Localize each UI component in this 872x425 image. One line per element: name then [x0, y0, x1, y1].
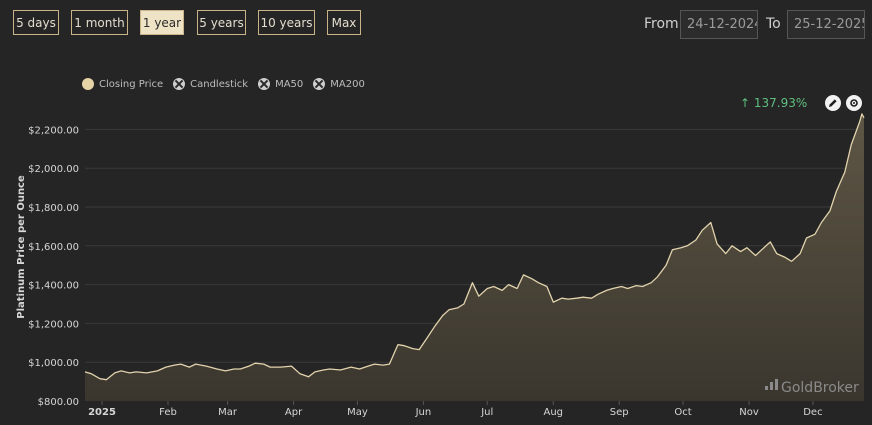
y-tick-label: $2,200.00 — [28, 125, 79, 136]
from-date-input[interactable] — [680, 10, 758, 39]
from-label: From — [644, 16, 679, 32]
legend-label-ma200: MA200 — [330, 78, 365, 90]
x-tick-label: May — [347, 407, 368, 418]
x-tick-label: Sep — [610, 407, 629, 418]
closing-price-area — [85, 113, 864, 402]
x-tick-label: Jul — [480, 407, 493, 418]
x-tick-label: Jun — [415, 407, 432, 418]
y-tick-label: $1,400.00 — [28, 281, 79, 292]
legend-item-candlestick[interactable]: Candlestick — [173, 78, 248, 90]
legend-label-candlestick: Candlestick — [190, 78, 249, 90]
to-label: To — [766, 16, 781, 32]
range-button-5-days[interactable]: 5 days — [13, 10, 59, 35]
price-change-value: 137.93% — [753, 96, 808, 110]
legend-item-closing-price[interactable]: Closing Price — [82, 78, 163, 90]
legend-label-ma50: MA50 — [275, 78, 304, 90]
x-tick-label: Nov — [739, 407, 759, 418]
y-tick-label: $1,200.00 — [28, 319, 79, 330]
goldbroker-logo-icon — [765, 379, 778, 390]
gear-icon — [850, 99, 858, 107]
watermark-text: GoldBroker — [781, 380, 859, 396]
x-tick-label: Aug — [543, 407, 563, 418]
x-tick-label: Apr — [285, 407, 303, 418]
range-button-max[interactable]: Max — [327, 10, 361, 35]
x-tick-label: 2025 — [88, 407, 116, 418]
toolbar: 5 days 1 month 1 year 5 years 10 years M… — [0, 0, 872, 50]
y-tick-label: $1,800.00 — [28, 203, 79, 214]
x-tick-label: Feb — [159, 407, 177, 418]
y-tick-label: $2,000.00 — [28, 164, 79, 175]
ma50-off-icon — [258, 78, 271, 90]
range-button-1-month[interactable]: 1 month — [71, 10, 128, 35]
range-button-10-years[interactable]: 10 years — [258, 10, 315, 35]
pencil-icon — [829, 99, 837, 107]
edit-button[interactable] — [825, 95, 841, 111]
to-date-input[interactable] — [787, 10, 865, 39]
y-tick-label: $1,000.00 — [28, 358, 79, 369]
legend-item-ma50[interactable]: MA50 — [258, 78, 303, 90]
y-axis-title: Platinum Price per Ounce — [16, 175, 27, 319]
x-tick-label: Oct — [674, 407, 691, 418]
legend-item-ma200[interactable]: MA200 — [313, 78, 365, 90]
x-tick-label: Mar — [218, 407, 238, 418]
range-button-5-years[interactable]: 5 years — [197, 10, 246, 35]
settings-button[interactable] — [846, 95, 862, 111]
x-tick-label: Dec — [803, 407, 822, 418]
price-change-badge: ↑ 137.93% — [740, 96, 807, 110]
range-button-1-year[interactable]: 1 year — [140, 10, 184, 35]
candlestick-off-icon — [173, 78, 186, 90]
legend-label-closing-price: Closing Price — [99, 78, 164, 90]
ma200-off-icon — [313, 78, 326, 90]
y-tick-label: $1,600.00 — [28, 242, 79, 253]
up-arrow-icon: ↑ — [740, 96, 751, 110]
closing-price-dot-icon — [82, 78, 94, 90]
y-tick-label: $800.00 — [38, 397, 79, 408]
chart-legend: Closing Price Candlestick MA50 MA200 — [82, 77, 375, 91]
closing-price-line — [84, 113, 865, 381]
